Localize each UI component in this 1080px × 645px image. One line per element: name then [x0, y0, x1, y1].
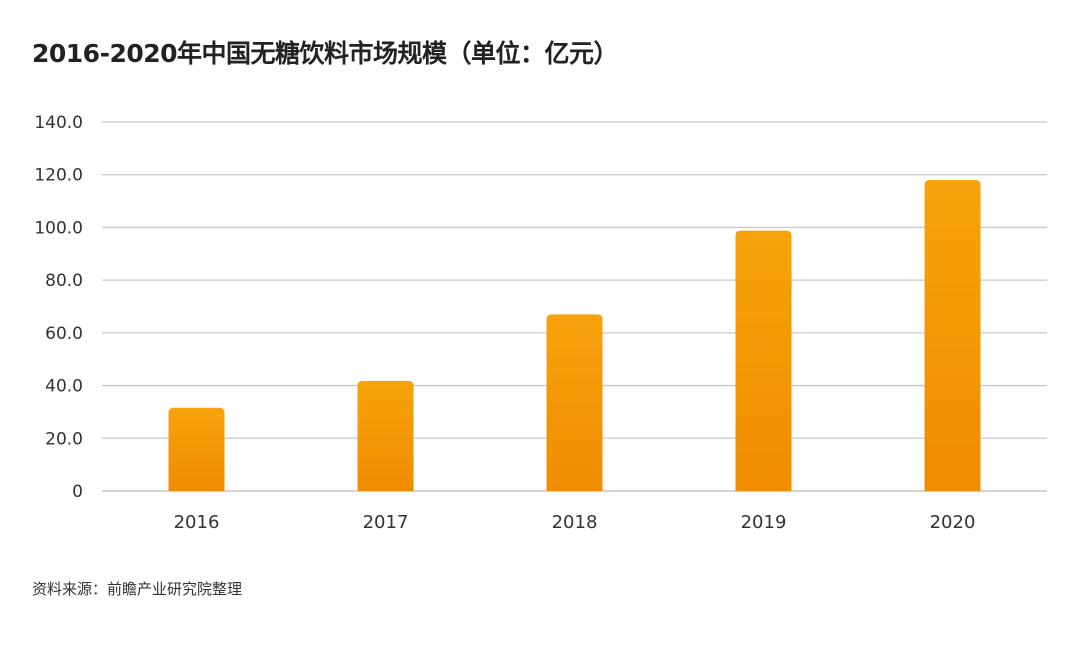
- source-note: 资料来源：前瞻产业研究院整理: [32, 580, 243, 598]
- y-tick-label: 120.0: [34, 166, 83, 186]
- x-tick-label: 2017: [363, 512, 409, 533]
- x-tick-label: 2016: [174, 512, 220, 533]
- y-tick-label: 140.0: [34, 113, 83, 133]
- bar-2018: [546, 314, 603, 491]
- y-tick-label: 80.0: [45, 271, 83, 291]
- chart-title: 2016-2020年中国无糖饮料市场规模（单位：亿元）: [32, 39, 619, 68]
- y-tick-label: 100.0: [34, 218, 83, 238]
- y-tick-label: 20.0: [45, 429, 83, 449]
- x-tick-label: 2018: [552, 512, 598, 533]
- bar-2016: [168, 407, 225, 491]
- bar-2019: [735, 230, 792, 491]
- y-tick-label: 40.0: [45, 377, 83, 397]
- bar-2017: [357, 380, 414, 491]
- x-tick-label: 2019: [741, 512, 787, 533]
- x-tick-label: 2020: [930, 512, 976, 533]
- y-tick-label: 0: [72, 482, 83, 502]
- y-tick-label: 60.0: [45, 324, 83, 344]
- bar-2020: [924, 179, 981, 491]
